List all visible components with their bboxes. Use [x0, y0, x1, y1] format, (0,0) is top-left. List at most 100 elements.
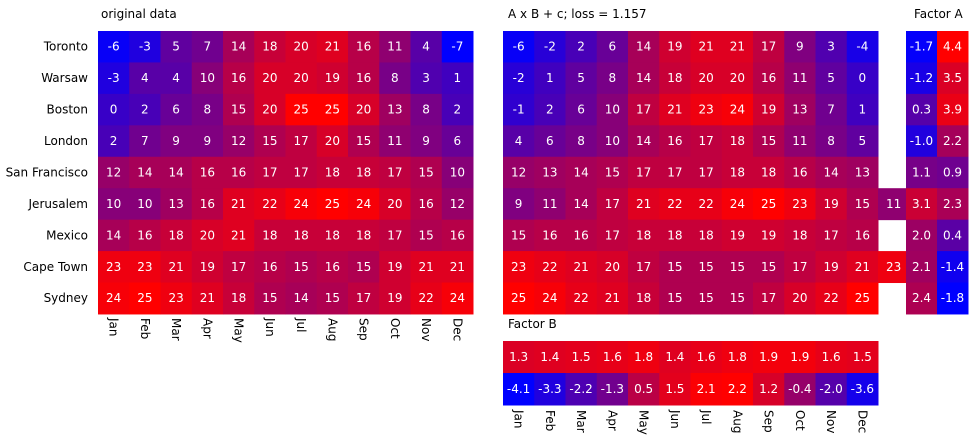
- cell-value-label: 8: [827, 134, 835, 148]
- heatmap-cell: [160, 282, 193, 315]
- cell-value-label: 14: [636, 71, 651, 85]
- cell-value-label: 17: [356, 291, 371, 305]
- cell-value-label: 23: [106, 260, 121, 274]
- cell-value-label: 18: [262, 40, 277, 54]
- cell-value-label: 6: [577, 103, 585, 117]
- cell-value-label: 22: [667, 197, 682, 211]
- cell-value-label: 17: [387, 165, 402, 179]
- heatmap-cell: [628, 373, 660, 406]
- cell-value-label: 1.4: [665, 350, 684, 364]
- cell-value-label: 17: [698, 134, 713, 148]
- heatmap-cell: [784, 188, 816, 221]
- cell-value-label: 6: [546, 134, 554, 148]
- heatmap-cell: [906, 125, 938, 158]
- heatmap-cell: [565, 251, 598, 284]
- heatmap-cell: [441, 282, 474, 315]
- heatmap-cell: [410, 251, 443, 284]
- heatmap-cell: [379, 31, 411, 63]
- cell-value-label: -2.0: [819, 382, 842, 396]
- heatmap-cell: [316, 282, 349, 315]
- cell-value-label: 18: [356, 228, 371, 242]
- cell-value-label: -3.3: [538, 382, 561, 396]
- heatmap-cell: [191, 156, 224, 189]
- cell-value-label: 14: [106, 228, 121, 242]
- cell-value-label: 13: [168, 197, 183, 211]
- heatmap-cell: [659, 125, 691, 158]
- cell-value-label: 8: [609, 71, 617, 85]
- heatmap-cell: [441, 156, 474, 189]
- cell-value-label: 17: [293, 134, 308, 148]
- heatmap-cell: [160, 125, 193, 158]
- row-tick-label: Sydney: [44, 291, 88, 305]
- cell-value-label: 17: [636, 103, 651, 117]
- heatmap-cell: [441, 31, 474, 63]
- heatmap-cell: [316, 188, 349, 221]
- heatmap-cell: [534, 219, 566, 252]
- cell-value-label: 3.9: [943, 103, 962, 117]
- column-tick-label: Aug: [730, 410, 744, 433]
- heatmap-cell: [223, 93, 255, 126]
- heatmap-cell: [441, 62, 474, 95]
- cell-value-label: 2.2: [728, 382, 747, 396]
- heatmap-reconstruction: A x B + c; loss = 1.157-6 -2 2 6 14 19 21 21 17 9…: [503, 7, 910, 315]
- cell-value-label: 16: [761, 71, 776, 85]
- row-tick-label: Mexico: [46, 228, 88, 242]
- heatmap-cell: [721, 188, 754, 221]
- cell-value-label: 2: [546, 103, 554, 117]
- heatmap-cell: [937, 219, 969, 252]
- heatmap-cell: [191, 31, 224, 63]
- column-tick-label: Dec: [450, 318, 464, 341]
- cell-value-label: -1.2: [910, 71, 933, 85]
- cell-value-label: 16: [792, 165, 807, 179]
- heatmap-cell: [316, 31, 349, 63]
- heatmap-cell: [937, 93, 969, 126]
- heatmap-cell: [316, 251, 349, 284]
- cell-value-label: 2.3: [943, 197, 962, 211]
- heatmap-cell: [628, 341, 660, 374]
- cell-value-label: 1: [454, 71, 462, 85]
- heatmap-cell: [254, 156, 286, 189]
- cell-value-label: 12: [511, 165, 526, 179]
- cell-value-label: 1.4: [540, 350, 559, 364]
- heatmap-cell: [815, 282, 848, 315]
- heatmap-cell: [846, 62, 879, 95]
- heatmap-cell: [410, 31, 443, 63]
- heatmap-cell: [503, 93, 535, 126]
- heatmap-cell: [565, 31, 598, 63]
- heatmap-cell: [191, 282, 224, 315]
- heatmap-cell: [254, 93, 286, 126]
- heatmap-cell: [98, 156, 130, 189]
- heatmap-cell: [659, 373, 691, 406]
- heatmap-cell: [937, 125, 969, 158]
- heatmap-cell: [285, 188, 318, 221]
- cell-value-label: 4: [141, 71, 149, 85]
- heatmap-cell: [285, 31, 318, 63]
- heatmap-cell: [348, 62, 380, 95]
- cell-value-label: 15: [698, 291, 713, 305]
- heatmap-cell: [659, 282, 691, 315]
- heatmap-cell: [659, 31, 691, 63]
- heatmap-cell: [846, 31, 879, 63]
- heatmap-cell: [596, 373, 629, 406]
- column-tick-label: Aug: [325, 318, 339, 341]
- cell-value-label: 1.6: [822, 350, 841, 364]
- cell-value-label: 2.4: [912, 291, 931, 305]
- heatmap-cell: [191, 219, 224, 252]
- cell-value-label: 2.0: [912, 228, 931, 242]
- heatmap-cell: [98, 31, 130, 63]
- cell-value-label: 21: [200, 291, 215, 305]
- cell-value-label: 11: [387, 40, 402, 54]
- heatmap-cell: [815, 341, 848, 374]
- heatmap-cell: [534, 282, 566, 315]
- heatmap-cell: [721, 156, 754, 189]
- cell-value-label: 14: [573, 197, 588, 211]
- heatmap-cell: [659, 188, 691, 221]
- cell-value-label: -2: [513, 71, 525, 85]
- cell-value-label: 5: [577, 71, 585, 85]
- heatmap-cell: [565, 156, 598, 189]
- column-tick-label: May: [232, 318, 246, 343]
- cell-value-label: 16: [262, 260, 277, 274]
- cell-value-label: 19: [387, 260, 402, 274]
- heatmap-cell: [316, 93, 349, 126]
- heatmap-cell: [753, 373, 785, 406]
